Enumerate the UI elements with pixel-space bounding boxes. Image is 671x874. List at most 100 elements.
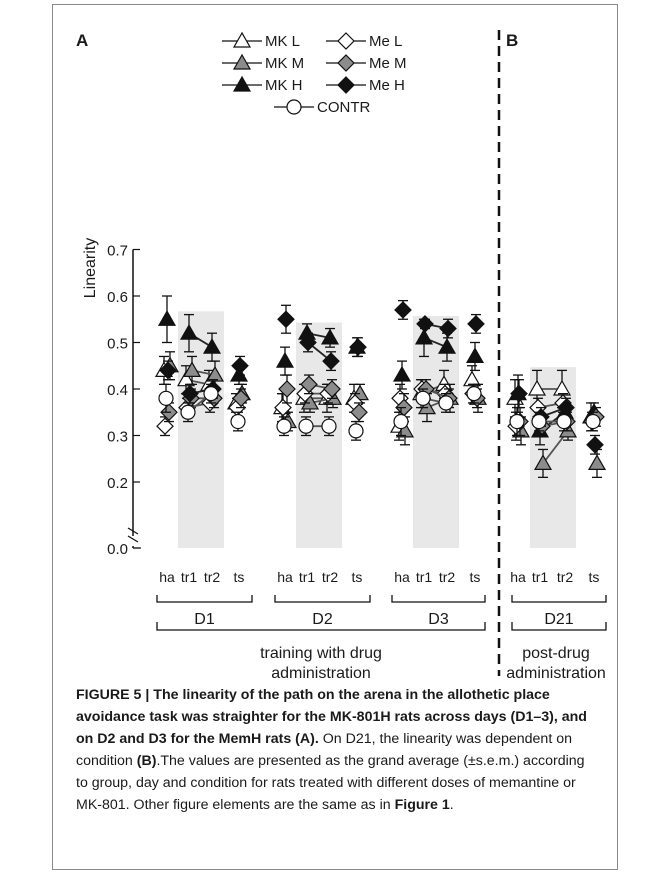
x-tick-label: tr2 (557, 569, 574, 585)
axis-break-icon (127, 527, 139, 543)
point-contr (556, 413, 572, 430)
point-contr (276, 418, 292, 434)
point-me-h (277, 310, 295, 329)
point-mk-h (157, 310, 177, 326)
group-label-post-drug: post-drug (522, 645, 590, 662)
group-label-training: training with drug (260, 645, 382, 662)
point-mk-m (205, 365, 225, 382)
shaded-d3 (413, 315, 459, 548)
legend-label: Me L (369, 33, 402, 50)
point-mk-h (179, 323, 199, 340)
point-mk-m (182, 361, 202, 377)
point-me-h (299, 333, 317, 352)
point-contr (415, 390, 431, 406)
x-tick-label: tr1 (299, 569, 316, 585)
legend-label: CONTR (317, 99, 370, 116)
legend-label: Me H (369, 77, 405, 94)
x-tick-label: ha (510, 569, 526, 585)
point-mk-l (527, 379, 547, 396)
y-tick-label: 0.2 (107, 475, 128, 492)
caption-text-3: . (449, 797, 454, 813)
group-label-training: administration (271, 665, 371, 680)
y-axis-label: Linearity (82, 238, 99, 298)
point-me-h (467, 315, 485, 333)
point-me-h (349, 338, 367, 356)
caption-ref-a: (A). (295, 731, 319, 747)
day-label: D2 (312, 611, 333, 628)
point-contr (180, 404, 196, 420)
legend-marker (337, 54, 355, 72)
caption-text-1: On D21, the linearity was dependent on c… (76, 731, 572, 769)
legend-label: MK M (265, 55, 304, 72)
point-me-h (510, 384, 528, 403)
point-me-h (159, 361, 177, 380)
shaded-d1 (178, 311, 224, 548)
group-bracket-post-drug (511, 622, 607, 631)
point-contr (393, 413, 409, 430)
legend-label: MK H (265, 77, 303, 94)
point-me-m (300, 375, 318, 394)
point-mk-m (533, 454, 553, 470)
point-mk-l (176, 370, 196, 387)
point-mk-h (320, 328, 340, 345)
day-label: D3 (428, 611, 449, 628)
x-tick-label: tr1 (416, 569, 433, 585)
y-tick-label: 0.3 (107, 429, 128, 446)
x-tick-label: ts (589, 569, 600, 585)
figure-caption: FIGURE 5 | The linearity of the path on … (76, 684, 598, 816)
point-mk-h (414, 328, 434, 345)
point-me-m (350, 403, 368, 422)
y-tick-label: 0.5 (107, 336, 128, 353)
y-tick-label: 0.4 (107, 382, 128, 399)
x-tick-label: ha (159, 569, 175, 585)
panel-label-b: B (506, 31, 518, 50)
x-tick-label: ts (470, 569, 481, 585)
point-mk-m (587, 454, 607, 470)
point-me-h (181, 384, 199, 403)
panel-label-a: A (76, 31, 88, 50)
point-contr (321, 418, 337, 434)
shaded-d21 (530, 367, 576, 548)
day-label: D1 (194, 611, 215, 628)
day-bracket (156, 595, 253, 603)
x-tick-label: ts (234, 569, 245, 585)
x-tick-label: tr2 (204, 569, 221, 585)
legend-label: MK L (265, 33, 300, 50)
group-label-post-drug: administration (506, 665, 606, 680)
day-bracket (391, 595, 486, 603)
legend-label: Me M (369, 55, 407, 72)
x-tick-label: tr2 (439, 569, 456, 585)
x-tick-label: ha (394, 569, 410, 585)
point-contr (509, 413, 525, 430)
group-bracket-training (156, 622, 486, 631)
point-contr (585, 413, 601, 430)
legend-marker (232, 53, 252, 70)
point-me-m (232, 389, 250, 408)
point-me-h (231, 356, 249, 375)
point-me-h (416, 315, 434, 333)
day-bracket (511, 595, 607, 603)
legend-marker (286, 99, 302, 115)
y-tick-label: 0.0 (107, 541, 128, 558)
x-tick-label: ts (352, 569, 363, 585)
day-bracket (274, 595, 371, 603)
caption-ref-b: (B) (136, 753, 157, 769)
point-me-m (323, 380, 341, 398)
x-tick-label: ha (277, 569, 293, 585)
legend-marker (232, 75, 252, 92)
point-contr (230, 413, 246, 430)
point-contr (348, 423, 364, 439)
x-tick-label: tr1 (532, 569, 549, 585)
legend-marker (232, 31, 252, 48)
linearity-chart: 0.0 0.2 0.3 0.4 0.5 0.6 0.7 Linearity A Bha tr1 tr2… (76, 30, 607, 680)
point-mk-h (392, 365, 412, 382)
point-mk-h (229, 365, 249, 382)
point-contr (438, 395, 454, 411)
point-mk-l (462, 370, 482, 387)
point-me-h (439, 319, 457, 338)
caption-figure-ref: Figure 1 (394, 797, 450, 813)
point-mk-l (552, 379, 572, 396)
point-me-h (394, 301, 412, 319)
legend-marker (337, 32, 355, 50)
legend-marker (337, 76, 355, 94)
